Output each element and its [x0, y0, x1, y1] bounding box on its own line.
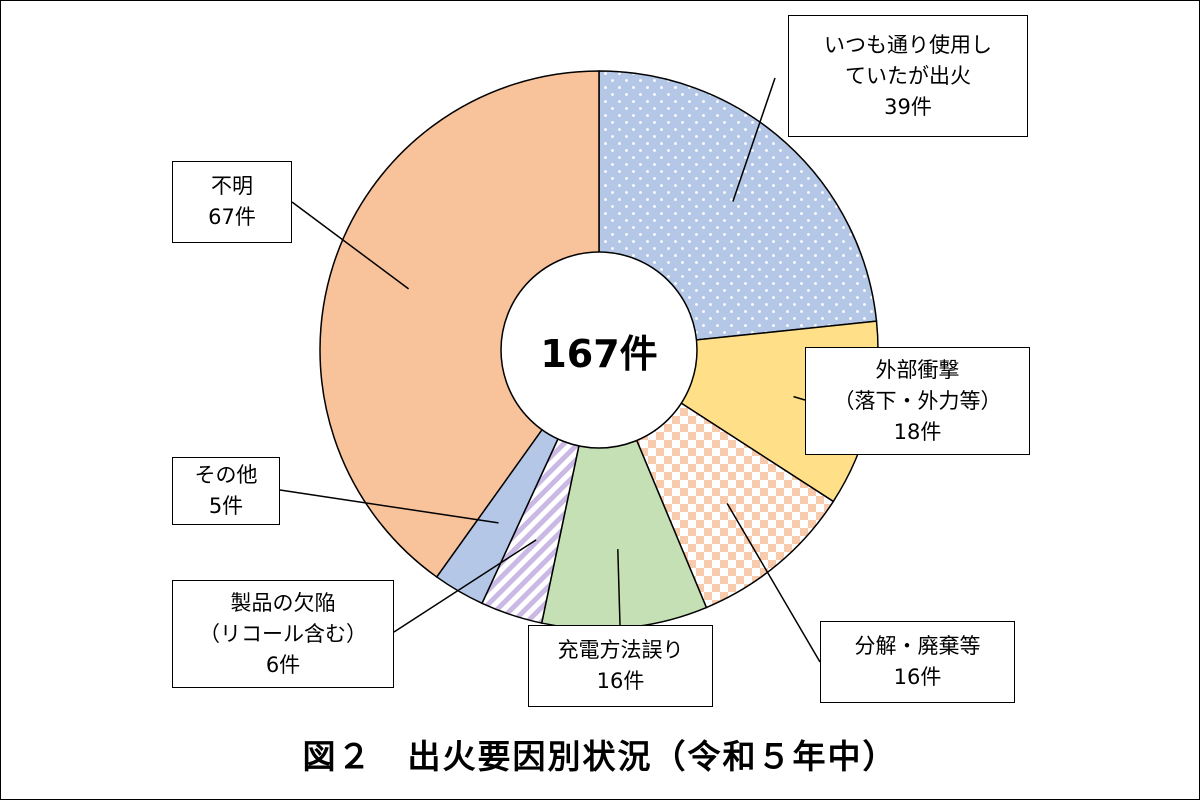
slice-label-7-count: 67件: [208, 205, 256, 229]
slice-label-3-count: 16件: [893, 665, 942, 689]
figure-title: 図２ 出火要因別状況（令和５年中）: [302, 737, 898, 776]
slice-label-1-line-1: いつも通り使用し: [824, 32, 992, 57]
slice-label-1-count: 39件: [884, 94, 932, 119]
slice-label-2-line-2: （落下・外力等）: [833, 388, 1002, 413]
slice-label-3-line-1: 分解・廃棄等: [854, 634, 981, 658]
donut-hole: [500, 251, 698, 449]
slice-label-4-count: 16件: [596, 669, 645, 693]
leader-line-2: [793, 395, 806, 401]
leader-line-7: [291, 201, 410, 290]
leader-line-5: [393, 539, 537, 633]
slice-label-6: その他 5件: [172, 457, 280, 525]
leader-line-1: [732, 77, 776, 202]
slice-label-3: 分解・廃棄等 16件: [820, 621, 1015, 703]
pie-slice-7: [319, 70, 600, 578]
center-total-label: 167件: [540, 331, 658, 376]
slice-label-5-count: 6件: [265, 652, 301, 677]
slice-label-6-count: 5件: [208, 494, 244, 518]
slice-label-2-line-1: 外部衝撃: [875, 357, 960, 382]
leader-line-3: [726, 503, 821, 663]
slice-label-5-line-1: 製品の欠陥: [230, 590, 336, 615]
slice-label-6-line-1: その他: [194, 463, 258, 487]
slice-label-4-line-1: 充電方法誤り: [557, 638, 684, 662]
slice-label-4: 充電方法誤り 16件: [528, 625, 713, 707]
slice-label-2: 外部衝撃 （落下・外力等） 18件: [805, 347, 1030, 455]
slice-label-7-line-1: 不明: [211, 174, 253, 198]
slice-label-1: いつも通り使用し ていたが出火 39件: [788, 15, 1028, 137]
leader-line-4: [617, 549, 621, 626]
slice-label-5-line-2: （リコール含む）: [199, 621, 367, 646]
slice-label-2-count: 18件: [893, 419, 942, 444]
leader-line-6: [279, 489, 499, 524]
slice-label-1-line-2: ていたが出火: [845, 63, 971, 88]
slice-label-7: 不明 67件: [172, 161, 292, 243]
slice-label-5: 製品の欠陥 （リコール含む） 6件: [172, 580, 394, 688]
